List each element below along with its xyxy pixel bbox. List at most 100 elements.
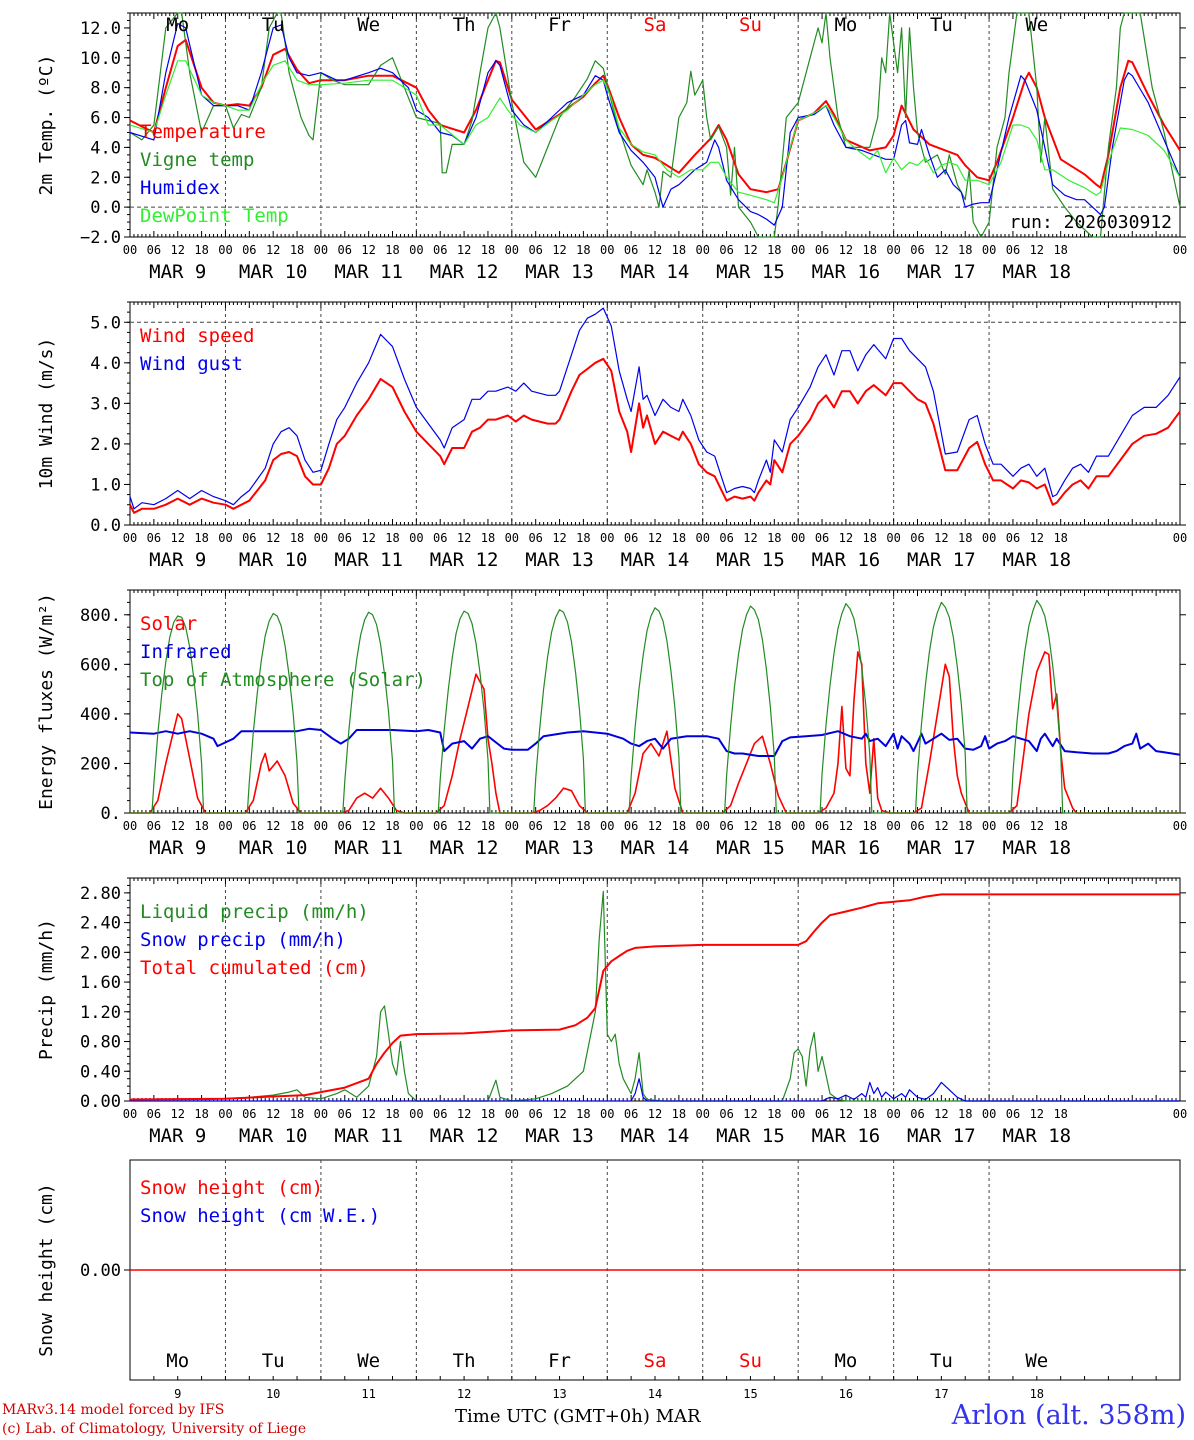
y-tick-label: 0.00 — [80, 1092, 121, 1112]
x-tick-label: 12 — [743, 243, 757, 257]
date-label: MAR 16 — [812, 261, 881, 283]
date-label: MAR 15 — [716, 1125, 785, 1147]
x-tick-label: 12 — [1030, 819, 1044, 833]
weekday-label: Su — [739, 14, 762, 36]
x-tick-label: 00 — [218, 819, 232, 833]
x-tick-label: 00 — [1173, 531, 1187, 545]
x-tick-label: 12 — [839, 531, 853, 545]
x-tick-label: 18 — [576, 531, 590, 545]
x-tick-label: 00 — [600, 531, 614, 545]
x-tick-label: 18 — [672, 819, 686, 833]
y-tick-label: −2.0 — [80, 228, 121, 248]
day-number-label: 17 — [934, 1387, 948, 1400]
legend-entry: Humidex — [140, 177, 220, 199]
date-label: MAR 9 — [149, 837, 206, 859]
day-number-label: 12 — [457, 1387, 471, 1400]
x-tick-label: 12 — [839, 819, 853, 833]
series-top-of-atmosphere-solar — [130, 599, 1180, 814]
x-tick-label: 06 — [147, 819, 161, 833]
date-label: MAR 18 — [1002, 837, 1071, 859]
x-tick-label: 12 — [552, 819, 566, 833]
x-tick-label: 18 — [481, 819, 495, 833]
x-tick-label: 18 — [767, 531, 781, 545]
day-number-label: 13 — [552, 1387, 566, 1400]
y-tick-label: 4.0 — [90, 354, 121, 374]
x-tick-label: 12 — [648, 243, 662, 257]
weekday-label: Mo — [166, 1350, 189, 1372]
date-label: MAR 18 — [1002, 549, 1071, 571]
y-tick-label: 4.0 — [90, 138, 121, 158]
x-tick-label: 12 — [457, 243, 471, 257]
x-tick-label: 12 — [743, 531, 757, 545]
legend-entry: Infrared — [140, 641, 232, 663]
x-tick-label: 06 — [242, 531, 256, 545]
x-tick-label: 18 — [194, 243, 208, 257]
weekday-label: Fr — [548, 14, 571, 36]
x-tick-label: 18 — [863, 531, 877, 545]
x-tick-label: 00 — [314, 819, 328, 833]
x-tick-label: 18 — [481, 243, 495, 257]
x-tick-label: 18 — [385, 531, 399, 545]
x-tick-label: 18 — [767, 243, 781, 257]
x-tick-label: 18 — [672, 1107, 686, 1121]
x-tick-label: 12 — [934, 1107, 948, 1121]
y-tick-label: 200. — [80, 754, 121, 774]
x-tick-label: 12 — [552, 1107, 566, 1121]
x-tick-label: 18 — [290, 243, 304, 257]
x-tick-label: 18 — [481, 531, 495, 545]
day-number-label: 15 — [743, 1387, 757, 1400]
day-number-label: 10 — [266, 1387, 280, 1400]
x-tick-label: 12 — [648, 531, 662, 545]
x-tick-label: 00 — [982, 243, 996, 257]
date-label: MAR 10 — [239, 1125, 308, 1147]
x-tick-label: 06 — [1006, 819, 1020, 833]
x-tick-label: 00 — [314, 531, 328, 545]
x-tick-label: 00 — [791, 243, 805, 257]
x-tick-label: 00 — [123, 531, 137, 545]
x-tick-label: 00 — [218, 243, 232, 257]
legend-entry: Snow precip (mm/h) — [140, 929, 346, 951]
x-tick-label: 06 — [815, 243, 829, 257]
y-tick-label: 600. — [80, 655, 121, 675]
x-tick-label: 12 — [361, 1107, 375, 1121]
x-tick-label: 18 — [1053, 819, 1067, 833]
x-tick-label: 00 — [409, 531, 423, 545]
x-tick-label: 06 — [624, 1107, 638, 1121]
weekday-label: Mo — [834, 1350, 857, 1372]
date-label: MAR 13 — [525, 261, 594, 283]
day-number-label: 14 — [648, 1387, 662, 1400]
x-tick-label: 00 — [600, 819, 614, 833]
legend-entry: Liquid precip (mm/h) — [140, 901, 369, 923]
panel-1: 00 06 12 18 MAR 9 00 06 12 18 MAR 10 00 06 12 18 MAR 1… — [36, 12, 1187, 283]
x-tick-label: 18 — [767, 819, 781, 833]
date-label: MAR 14 — [621, 1125, 690, 1147]
x-tick-label: 00 — [218, 531, 232, 545]
x-tick-label: 18 — [290, 531, 304, 545]
x-tick-label: 00 — [218, 1107, 232, 1121]
x-tick-label: 06 — [242, 819, 256, 833]
weekday-label: Tu — [930, 14, 953, 36]
legend-entry: Temperature — [140, 121, 266, 143]
x-tick-label: 12 — [266, 531, 280, 545]
x-tick-label: 12 — [743, 819, 757, 833]
x-tick-label: 12 — [361, 819, 375, 833]
x-tick-label: 12 — [1030, 243, 1044, 257]
date-label: MAR 9 — [149, 549, 206, 571]
x-tick-label: 06 — [242, 1107, 256, 1121]
x-tick-label: 18 — [958, 531, 972, 545]
x-tick-label: 00 — [505, 531, 519, 545]
x-tick-label: 18 — [767, 1107, 781, 1121]
x-tick-label: 18 — [672, 243, 686, 257]
x-tick-label: 12 — [266, 819, 280, 833]
plot-frame — [129, 301, 1181, 526]
x-tick-label: 06 — [624, 531, 638, 545]
run-label: run: 2026030912 — [1009, 212, 1172, 233]
x-tick-label: 00 — [123, 819, 137, 833]
date-label: MAR 9 — [149, 261, 206, 283]
date-label: MAR 11 — [334, 261, 403, 283]
x-tick-label: 12 — [934, 531, 948, 545]
x-tick-label: 12 — [934, 819, 948, 833]
x-tick-label: 06 — [433, 243, 447, 257]
x-tick-label: 18 — [194, 1107, 208, 1121]
plot-frame — [129, 589, 1181, 814]
